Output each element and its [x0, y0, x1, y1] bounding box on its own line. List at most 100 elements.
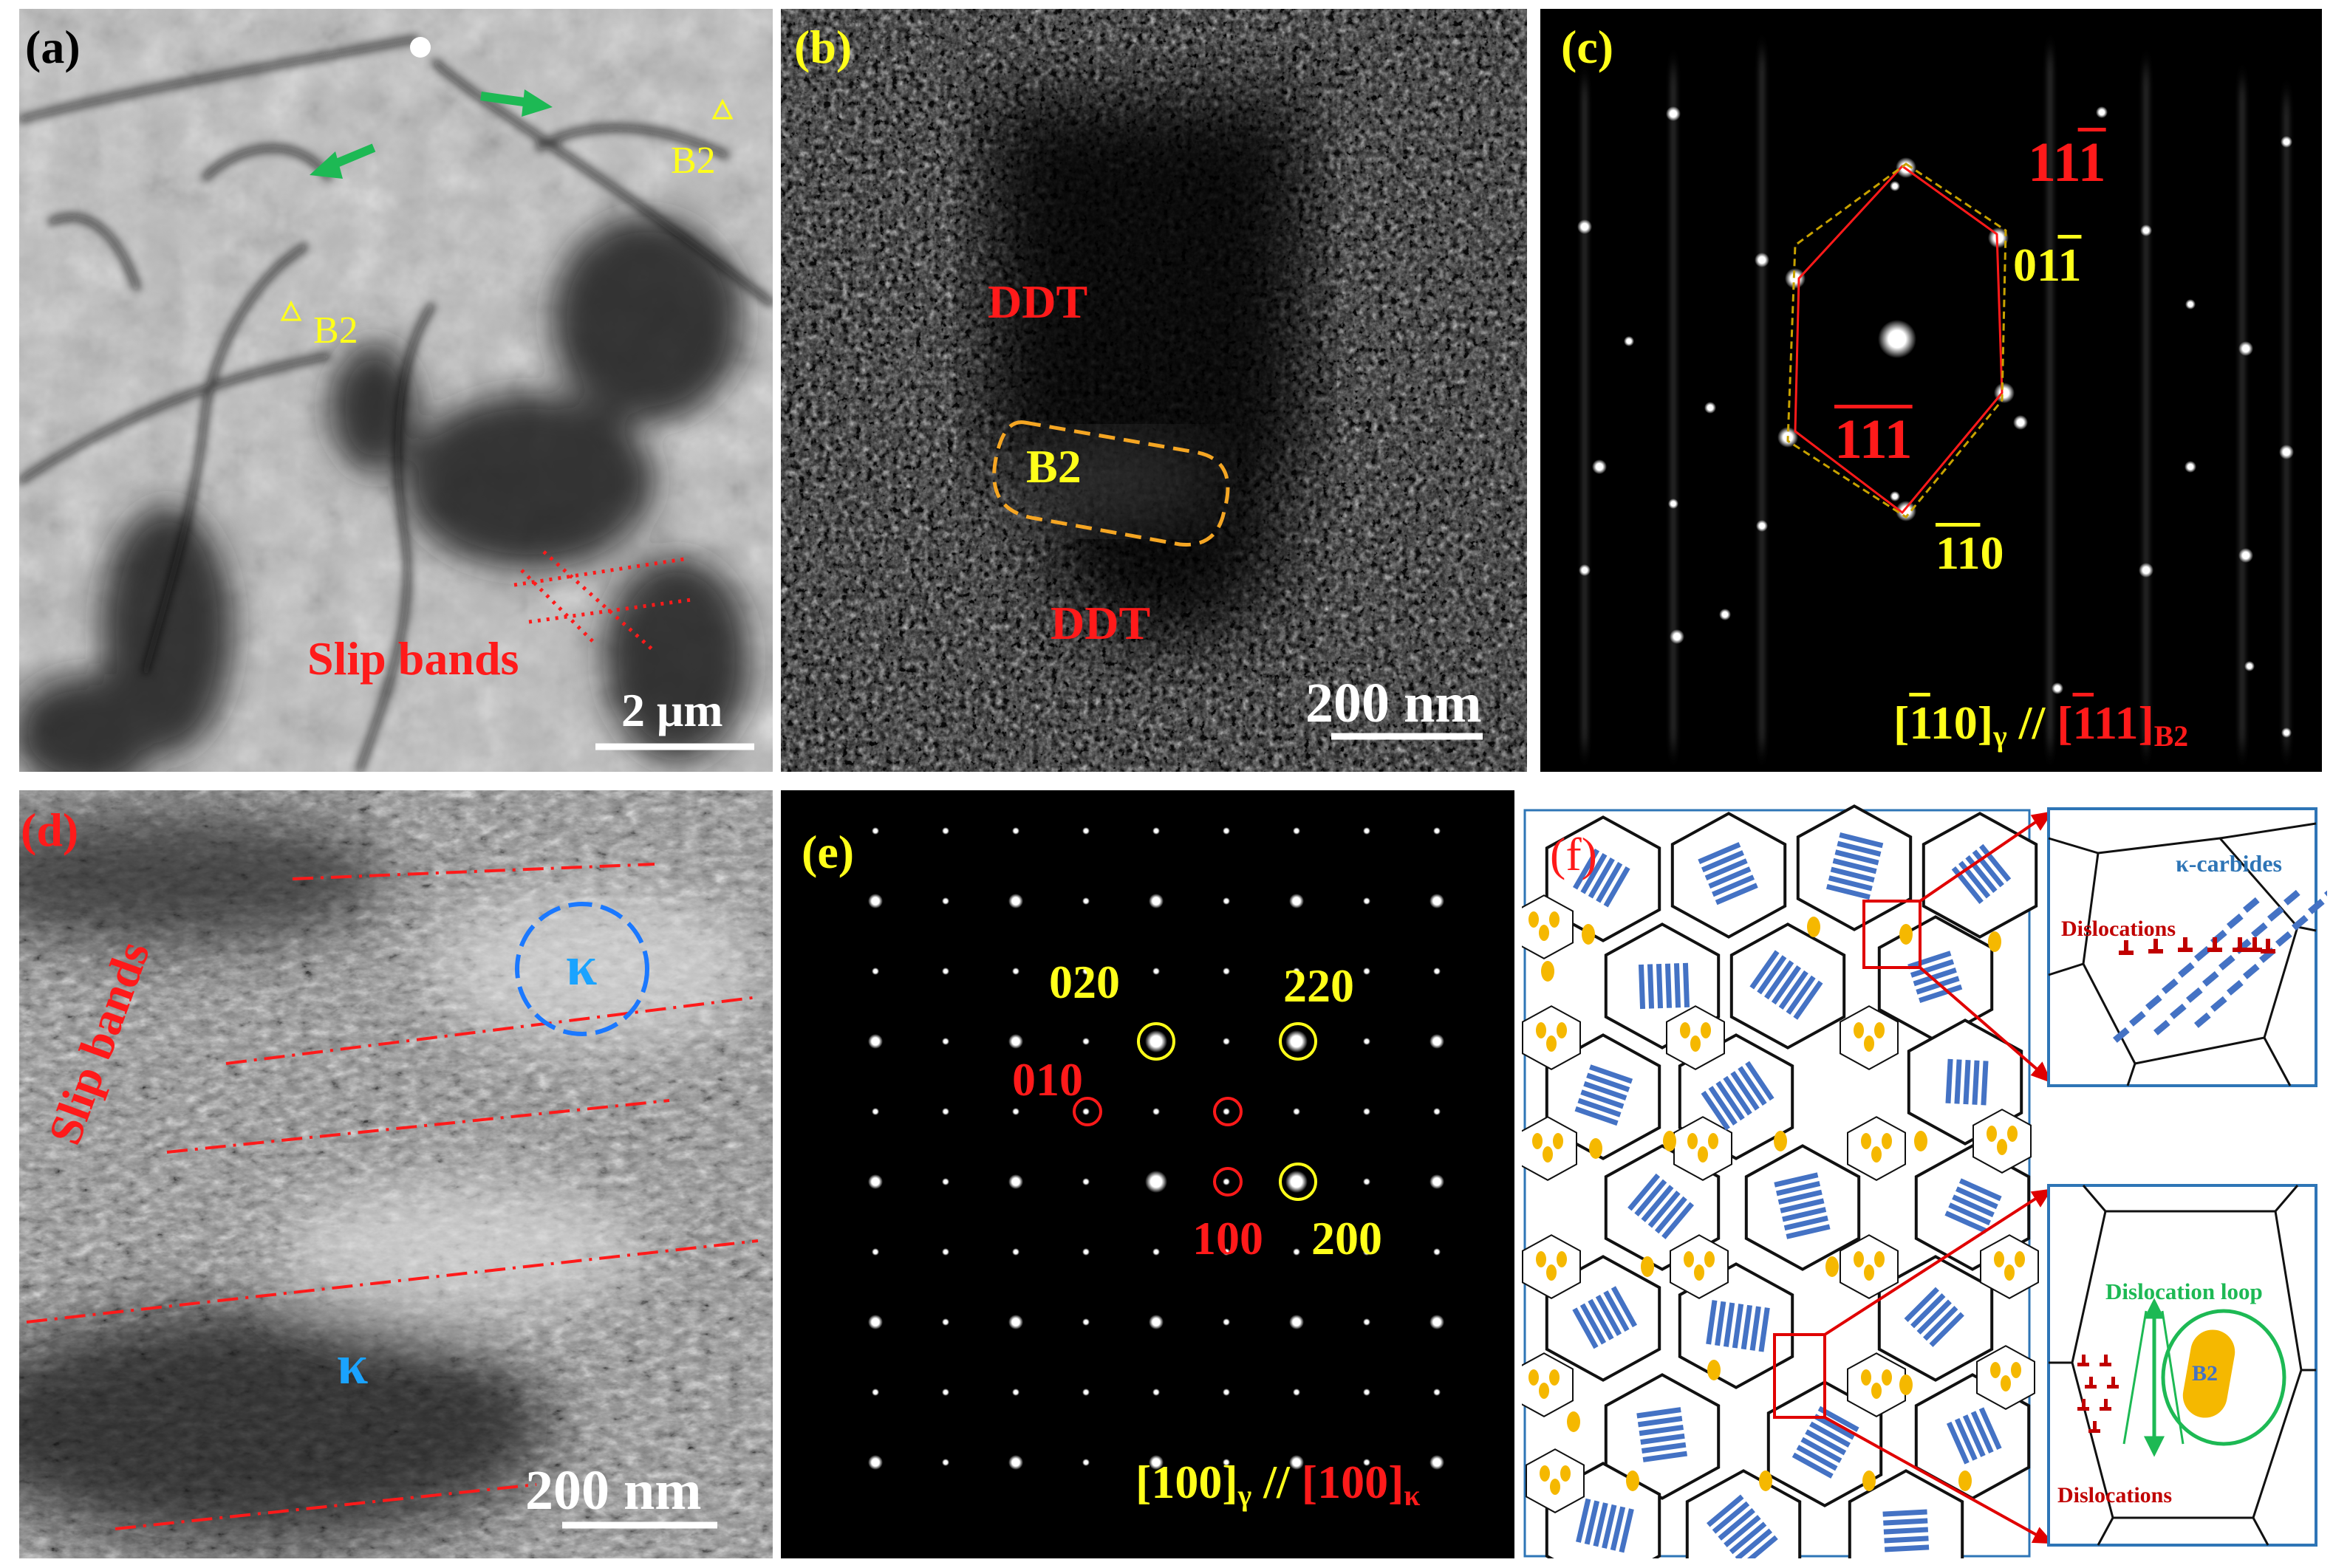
panel-b: (b) DDT B2 DDT 200 nm [781, 9, 1527, 772]
diffraction-spot [1363, 897, 1370, 905]
b2-particle [1871, 1383, 1882, 1399]
b2-particle [1560, 1465, 1571, 1482]
diffraction-spot [942, 1459, 949, 1466]
panel-d: (d) Slip bands κ κ 200 nm [19, 790, 773, 1558]
panel-b-ddt-top: DDT [988, 275, 1088, 328]
kappa-carbide-cluster [1945, 1058, 1989, 1106]
b2-particle [1759, 1471, 1772, 1491]
diffraction-spot [1293, 827, 1300, 835]
kappa-carbide [2308, 898, 2325, 914]
kappa-carbide [2186, 987, 2203, 1003]
diffraction-spot [1429, 1034, 1444, 1049]
diffraction-spot [872, 1389, 879, 1396]
panel-f-inset-top [2047, 807, 2327, 1087]
b2-particle [1861, 1369, 1871, 1386]
kappa-carbide [2153, 1019, 2170, 1035]
diffraction-spot [872, 827, 879, 835]
diffraction-spot [1012, 968, 1019, 975]
panel-e-zone-kappa: [100]κ [1301, 1456, 1421, 1512]
diffraction-spot [1012, 1108, 1019, 1115]
panel-c-spot-111-bar: 111 [1834, 408, 1913, 470]
diffraction-spot [1293, 968, 1300, 975]
b2-particle [1582, 924, 1595, 945]
panel-e-zone-separator: // [1251, 1456, 1302, 1508]
dislocation [2104, 1355, 2108, 1363]
b2-particle [1567, 1411, 1580, 1432]
dislocation [2183, 937, 2187, 948]
diffraction-spot [1082, 897, 1090, 905]
b2-particle [1988, 931, 2001, 952]
diffraction-spot [1289, 894, 1304, 908]
diffraction-spot [1152, 1248, 1160, 1256]
diffraction-spot [942, 1318, 949, 1326]
panel-a-scale-label: 2 μm [621, 684, 723, 736]
panel-c-label: (c) [1561, 21, 1614, 73]
b2-particle [1543, 1146, 1553, 1163]
diffraction-spot [1012, 1248, 1019, 1256]
dislocation [2148, 949, 2163, 954]
diffraction-spot [1293, 1108, 1300, 1115]
diffraction-spot [1152, 1108, 1160, 1115]
panel-f-label: (f) [1550, 828, 1597, 880]
panel-c-spot-110-digit: 0 [1980, 527, 2004, 579]
kappa-carbide-cluster [1791, 1406, 1859, 1479]
b2-particle [1899, 1374, 1913, 1395]
diffraction-spot [1082, 1248, 1090, 1256]
diffraction-spot [1008, 1034, 1023, 1049]
dislocation [2082, 1355, 2086, 1363]
kappa-carbide-cluster [1904, 1287, 1964, 1347]
kappa-carbide-cluster [1701, 1061, 1774, 1131]
diffraction-spot [1433, 1389, 1441, 1396]
kappa-carbide-cluster [1882, 1509, 1930, 1552]
diffraction-spot [872, 1108, 879, 1115]
b2-particle [2001, 1375, 2011, 1391]
kappa-carbide [2243, 963, 2260, 979]
panel-e-zone-axis: [100]γ // [100]κ [1135, 1459, 1420, 1511]
panel-a-b2-top: B2 [671, 140, 716, 182]
dislocation [2153, 939, 2158, 949]
panel-c-zone-axis: [110]γ // [111]B2 [1893, 699, 2188, 752]
dislocation [2093, 1421, 2097, 1429]
b2-particle [1546, 1264, 1557, 1281]
b2-particle [1864, 1035, 1874, 1052]
diffraction-spot [942, 1248, 949, 1256]
b2-particle [2015, 1251, 2025, 1267]
b2-particle [1774, 1131, 1787, 1151]
kappa-carbide-cluster [1572, 1286, 1638, 1349]
diffraction-spot [1285, 1030, 1308, 1052]
dislocation [2104, 1399, 2108, 1407]
diffraction-spot [1293, 1248, 1300, 1256]
panel-c-zone-gamma: [110]γ [1893, 696, 2007, 753]
b2-particle [1704, 1251, 1715, 1267]
diffraction-spot [1223, 897, 1230, 905]
b2-particle [1694, 1264, 1704, 1281]
diffraction-spot [1289, 1455, 1304, 1470]
kappa-carbide [2194, 1012, 2211, 1028]
panel-b-ddt-bottom: DDT [1051, 597, 1151, 649]
kappa-carbide [2170, 1003, 2187, 1019]
dislocation [2082, 1399, 2086, 1407]
diffraction-spot [868, 1174, 883, 1189]
panel-c-spot-111: 111 [1834, 411, 1913, 468]
b2-particle [1546, 1035, 1557, 1052]
dislocation [2100, 1363, 2111, 1366]
b2-particle [1990, 1362, 2001, 1378]
diffraction-spot [1429, 894, 1444, 908]
panel-b-scale-label: 200 nm [1305, 672, 1482, 734]
panel-e-spot-200: 200 [1311, 1212, 1382, 1264]
diffraction-spot [1082, 968, 1090, 975]
b2-particle [1825, 1256, 1839, 1277]
diffraction-spot [1363, 1459, 1370, 1466]
diffraction-spot [1149, 1315, 1164, 1329]
diffraction-spot [1293, 1389, 1300, 1396]
panel-c-zone-b2: [111]B2 [2057, 696, 2189, 753]
diffraction-spot [1363, 1248, 1370, 1256]
kappa-carbide-cluster [1573, 849, 1630, 908]
diffraction-spot [942, 1108, 949, 1115]
diffraction-spot [1223, 1108, 1230, 1115]
diffraction-spot [1149, 894, 1164, 908]
b2-particle [1701, 1022, 1711, 1038]
diffraction-spot [1223, 1248, 1230, 1256]
b2-particle [1958, 1471, 1972, 1491]
b2-particle [1854, 1022, 1864, 1038]
